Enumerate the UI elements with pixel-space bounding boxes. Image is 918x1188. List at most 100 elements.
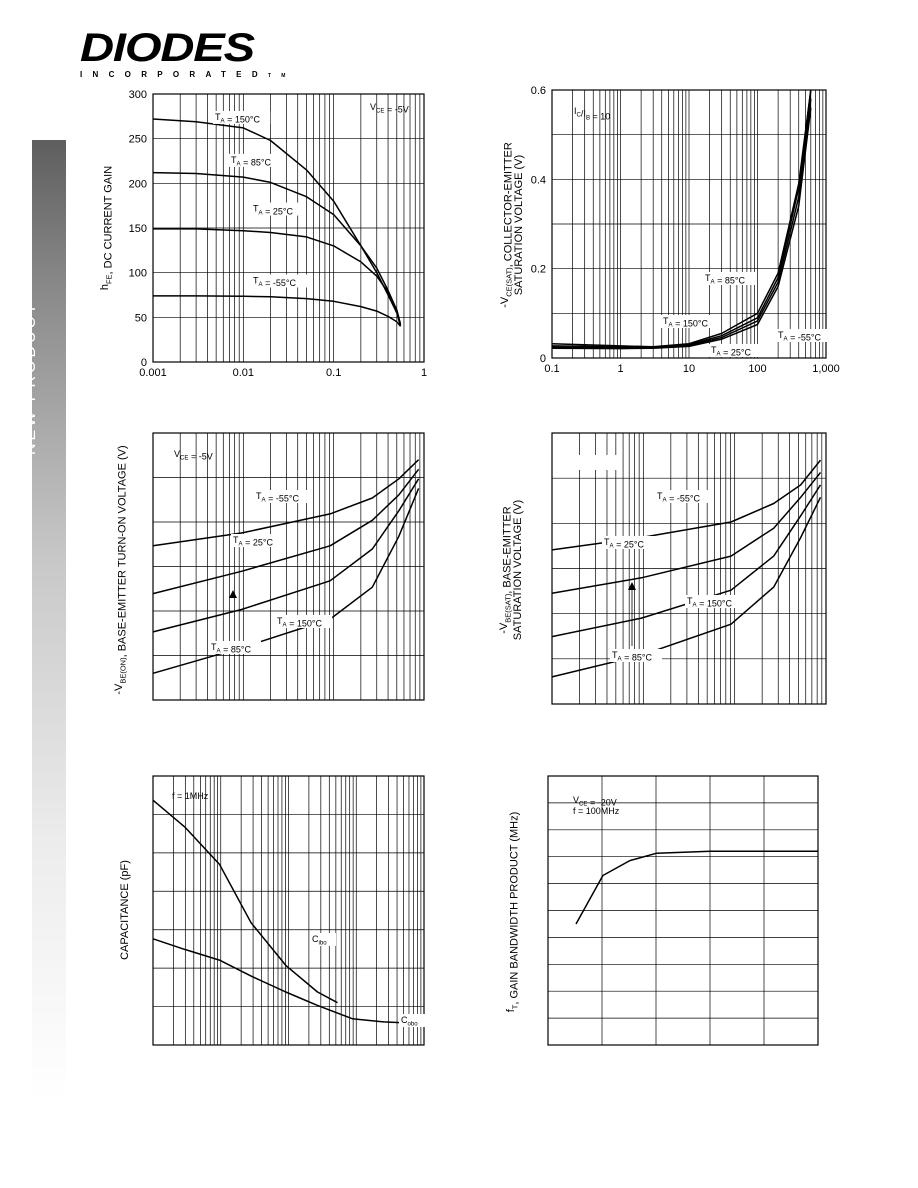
y-axis-label: -VCE(SAT), COLLECTOR-EMITTER	[499, 142, 514, 308]
series-label-bg	[655, 490, 713, 503]
y-axis-label: hFE, DC CURRENT GAIN	[99, 166, 114, 290]
series-line	[551, 459, 822, 551]
chart-annotation: IC/IB = 10	[574, 106, 610, 121]
series-label: TA = -55°C	[256, 491, 299, 504]
series-label-bg	[703, 272, 755, 285]
series-label: TA = 150°C	[215, 112, 260, 125]
series-line	[551, 98, 812, 349]
series-label: TA = 150°C	[687, 596, 732, 609]
y-tick-label: 50	[135, 312, 147, 324]
x-tick-label: 1	[617, 363, 623, 375]
chart-grid	[551, 90, 826, 358]
series-label: TA = 25°C	[711, 345, 751, 358]
y-axis-label: SATURATION VOLTAGE (V)	[513, 155, 525, 295]
series-label-bg	[231, 534, 283, 547]
series-line	[152, 468, 420, 595]
series-line	[152, 118, 402, 327]
x-tick-label: 1,000	[812, 363, 840, 375]
chart-5: Cibo Cobo f = 1MHz CAPACITANCE (pF)	[119, 775, 425, 1046]
series-line	[152, 171, 402, 325]
x-tick-label: 1	[421, 367, 427, 379]
chart-grid	[152, 433, 424, 700]
x-tick-label: 0.1	[326, 367, 341, 379]
y-tick-label: 0.6	[531, 85, 546, 97]
y-tick-label: 100	[129, 268, 147, 280]
series-label-bg	[254, 490, 312, 503]
series-label: Cobo	[401, 1015, 418, 1028]
series-label: TA = -55°C	[253, 275, 296, 288]
series-line	[551, 89, 812, 348]
y-tick-label: 250	[129, 134, 147, 146]
series-line	[152, 799, 338, 1004]
series-line	[551, 472, 822, 595]
series-line	[153, 295, 402, 327]
y-tick-label: 0	[540, 353, 546, 365]
chart-1: 0.001 0.01 0.1 1 0 50 100 150 200 250 300 TA = 150°…	[99, 89, 427, 379]
series-label: TA = 150°C	[277, 616, 322, 629]
plot-frame	[152, 93, 425, 363]
series-line	[575, 850, 818, 925]
series-label-bg	[709, 344, 761, 357]
chart-annotation: f = 1MHz	[172, 791, 209, 801]
x-tick-label: 0.1	[544, 363, 559, 375]
y-tick-label: 200	[129, 178, 147, 190]
logo-word: DIODES	[80, 26, 255, 70]
x-tick-label: 10	[683, 363, 695, 375]
chart-2: 0.1 1 10 100 1,000 0 0.2 0.4 0.6 TA = 85°C TA = 15…	[499, 85, 840, 375]
series-label-bg	[213, 110, 271, 124]
y-axis-label: -VBE(SAT), BASE-EMITTER	[498, 506, 513, 633]
y-axis-label: -VBE(ON), BASE-EMITTER TURN-ON VOLTAGE (…	[113, 445, 128, 694]
arrow-marker	[628, 582, 636, 590]
chart-annotation: f = 100MHz	[573, 806, 620, 816]
series-label-bg	[209, 641, 261, 654]
series-label: TA = 25°C	[604, 537, 644, 550]
sidebar-band	[32, 140, 66, 1100]
y-tick-label: 0.2	[531, 264, 546, 276]
y-tick-label: 0	[141, 357, 147, 369]
series-label: TA = 85°C	[231, 155, 271, 168]
series-label-bg	[776, 329, 834, 342]
series-label: TA = 25°C	[233, 535, 273, 548]
series-line	[551, 496, 822, 678]
series-label-bg	[685, 595, 743, 608]
plot-frame	[547, 775, 819, 1046]
plot-frame	[152, 432, 425, 701]
y-tick-label: 0.4	[531, 174, 546, 186]
y-tick-label: 300	[129, 89, 147, 101]
series-label: TA = 85°C	[211, 642, 251, 655]
series-label-bg	[602, 536, 654, 549]
y-axis-label: CAPACITANCE (pF)	[119, 860, 131, 960]
series-label: TA = -55°C	[778, 330, 821, 343]
series-line	[152, 488, 420, 675]
arrow-marker	[229, 590, 237, 598]
series-label: TA = 85°C	[705, 273, 745, 286]
series-label-bg	[251, 274, 309, 288]
series-label-bg	[229, 153, 281, 167]
series-line	[551, 107, 812, 350]
y-tick-label: 150	[129, 223, 147, 235]
chart-annotation: VCE = -5V	[370, 102, 409, 115]
chart-grid	[548, 776, 818, 1045]
plot-frame	[551, 432, 827, 705]
series-label: TA = -55°C	[657, 491, 700, 504]
x-tick-label: 100	[748, 363, 766, 375]
chart-annotation: VCE = -20V	[573, 795, 617, 808]
series-label: TA = 25°C	[253, 204, 293, 217]
series-line	[551, 89, 812, 349]
x-tick-label: 0.01	[233, 367, 254, 379]
series-label: TA = 85°C	[612, 650, 652, 663]
blank-box	[574, 455, 618, 470]
plot-frame	[152, 775, 425, 1046]
series-label-bg	[275, 615, 333, 628]
chart-grid	[152, 776, 424, 1045]
plot-frame	[551, 89, 827, 359]
chart-grid	[551, 433, 826, 704]
logo-tm: TM	[267, 73, 296, 79]
y-axis-label: SATURATION VOLTAGE (V)	[512, 500, 524, 640]
series-label-bg	[310, 933, 336, 946]
series-label-bg	[251, 202, 303, 216]
series-label-bg	[661, 315, 719, 328]
series-line	[152, 938, 419, 1025]
